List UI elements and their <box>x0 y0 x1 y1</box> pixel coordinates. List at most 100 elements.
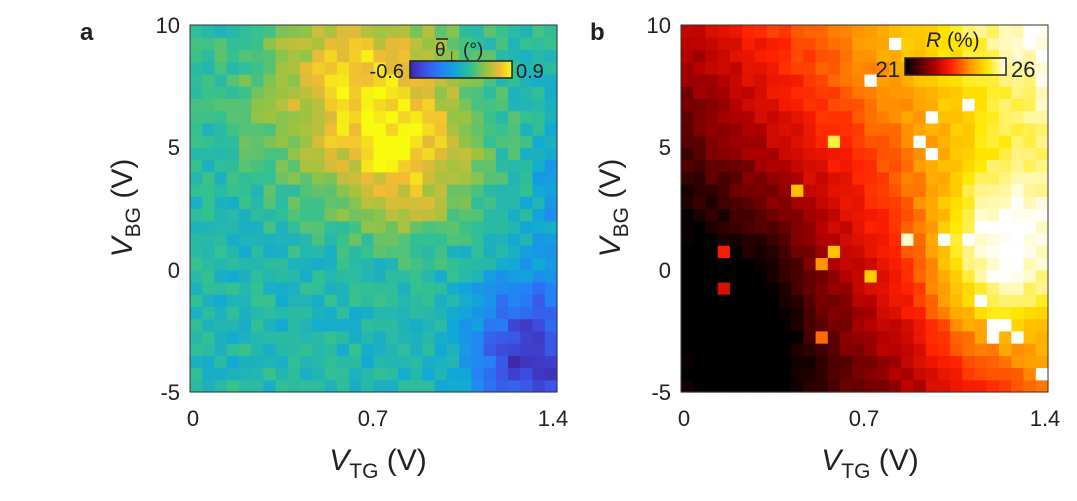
panel-b-heatmap-cell <box>791 208 804 222</box>
panel-a-heatmap-cell <box>532 330 546 344</box>
panel-b-heatmap-cell <box>705 25 719 38</box>
panel-a-heatmap-cell <box>446 37 460 51</box>
panel-a-heatmap-cell <box>226 281 240 295</box>
panel-a-colorbar-max: 0.9 <box>516 61 544 83</box>
panel-b-heatmap-cell <box>999 171 1012 185</box>
panel-a-heatmap-cell <box>336 220 350 234</box>
panel-b-xtick-0: 0 <box>678 406 690 431</box>
panel-b-heatmap-cell <box>986 98 1000 112</box>
panel-b-heatmap-cell <box>729 98 743 112</box>
panel-a-heatmap-cell <box>508 184 521 197</box>
panel-a-heatmap-cell <box>202 208 216 222</box>
panel-a-heatmap-cell <box>300 159 313 173</box>
panel-a-heatmap-cell <box>263 306 277 320</box>
panel-b-heatmap-cell <box>742 147 755 161</box>
panel-a-heatmap-cell <box>312 86 326 99</box>
panel-b-heatmap-cell <box>974 367 988 381</box>
panel-a-heatmap-cell <box>287 269 301 283</box>
panel-a-heatmap-cell <box>410 306 424 320</box>
panel-b-heatmap-cell <box>729 61 743 75</box>
panel-a-heatmap-cell <box>508 379 521 393</box>
panel-b-heatmap-cell <box>778 147 792 161</box>
panel-a-heatmap-cell <box>238 49 252 63</box>
panel-b-heatmap-cell <box>693 294 707 307</box>
panel-b-heatmap-cell <box>766 196 780 210</box>
panel-a-heatmap-cell <box>336 122 350 136</box>
panel-a-heatmap-cell <box>483 122 497 136</box>
panel-a-heatmap-cell <box>251 159 264 173</box>
panel-a-heatmap-cell <box>226 159 240 173</box>
panel-b-heatmap-cell <box>778 220 792 234</box>
panel-b-heatmap-cell <box>876 171 890 185</box>
panel-a-heatmap-cell <box>410 318 424 332</box>
panel-a-heatmap-cell <box>263 49 277 63</box>
panel-b-heatmap-cell <box>729 281 743 295</box>
panel-b-heatmap-cell <box>1035 110 1049 124</box>
panel-b-heatmap-cell <box>999 196 1012 210</box>
panel-a-heatmap-cell <box>214 343 228 356</box>
panel-b-heatmap-cell <box>754 171 768 185</box>
panel-b-heatmap-cell <box>888 367 902 381</box>
panel-b-heatmap-cell <box>815 343 829 356</box>
panel-b-heatmap-cell <box>1011 147 1025 161</box>
panel-a-heatmap-cell <box>495 110 509 124</box>
panel-a-heatmap-cell <box>263 330 277 344</box>
panel-b-heatmap-cell <box>827 318 841 332</box>
panel-b-heatmap-cell <box>766 208 780 222</box>
panel-b-heatmap-cell <box>1023 343 1037 356</box>
panel-b-heatmap-cell <box>925 135 939 148</box>
panel-a-heatmap-cell <box>508 245 521 259</box>
panel-a-heatmap-cell <box>202 318 216 332</box>
panel-a-heatmap-cell <box>397 110 411 124</box>
panel-a-heatmap-cell <box>508 159 521 173</box>
panel-b-heatmap-cell <box>913 330 927 344</box>
panel-a-heatmap-cell <box>495 37 509 51</box>
panel-b-heatmap-cell <box>778 367 792 381</box>
panel-a-heatmap-cell <box>483 269 497 283</box>
panel-b-heatmap-cell <box>742 355 755 369</box>
panel-b-heatmap-cell <box>901 294 915 307</box>
panel-b-heatmap-cell <box>876 318 890 332</box>
panel-b-heatmap-cell <box>791 184 804 197</box>
panel-a-heatmap-cell <box>361 318 375 332</box>
panel-a-heatmap-cell <box>520 184 534 197</box>
panel-b-heatmap-cell <box>717 343 731 356</box>
panel-b-heatmap-cell <box>754 110 768 124</box>
panel-a-heatmap-cell <box>287 25 301 38</box>
panel-a-heatmap-cell <box>214 208 228 222</box>
panel-b-heatmap-cell <box>717 208 731 222</box>
panel-b-heatmap-cell <box>1011 37 1025 51</box>
panel-b-heatmap-cell <box>778 330 792 344</box>
panel-b-heatmap-cell <box>729 306 743 320</box>
panel-b-heatmap-cell <box>852 122 866 136</box>
panel-a-heatmap-cell <box>263 294 277 307</box>
panel-a-heatmap-cell <box>446 159 460 173</box>
panel-a-heatmap-cell <box>471 49 485 63</box>
panel-a-heatmap-cell <box>190 196 203 210</box>
panel-b-heatmap-cell <box>962 98 976 112</box>
panel-b-heatmap-cell <box>1035 220 1049 234</box>
panel-b-label: b <box>590 19 605 46</box>
panel-b-heatmap-cell <box>717 294 731 307</box>
panel-a-heatmap-cell <box>495 318 509 332</box>
panel-a-heatmap-cell <box>287 318 301 332</box>
panel-a-heatmap-cell <box>361 110 375 124</box>
panel-b-heatmap-cell <box>742 49 755 63</box>
panel-b-heatmap-cell <box>1011 122 1025 136</box>
panel-b-heatmap-cell <box>986 379 1000 393</box>
panel-b-heatmap-cell <box>815 355 829 369</box>
panel-a-heatmap-cell <box>373 196 387 210</box>
panel-a-heatmap-cell <box>459 220 472 234</box>
panel-a-heatmap-cell <box>446 257 460 271</box>
panel-a-heatmap-cell <box>226 135 240 148</box>
panel-b-heatmap-cell <box>705 37 719 51</box>
panel-b-heatmap-cell <box>974 355 988 369</box>
panel-b-heatmap-cell <box>815 232 829 246</box>
panel-b-heatmap-cell <box>681 135 694 148</box>
panel-b-heatmap-cell <box>803 220 817 234</box>
panel-a-heatmap-cell <box>312 269 326 283</box>
panel-b-heatmap-cell <box>925 367 939 381</box>
panel-a-heatmap-cell <box>385 122 399 136</box>
panel-b-heatmap-cell <box>901 318 915 332</box>
panel-a-heatmap-cell <box>373 269 387 283</box>
